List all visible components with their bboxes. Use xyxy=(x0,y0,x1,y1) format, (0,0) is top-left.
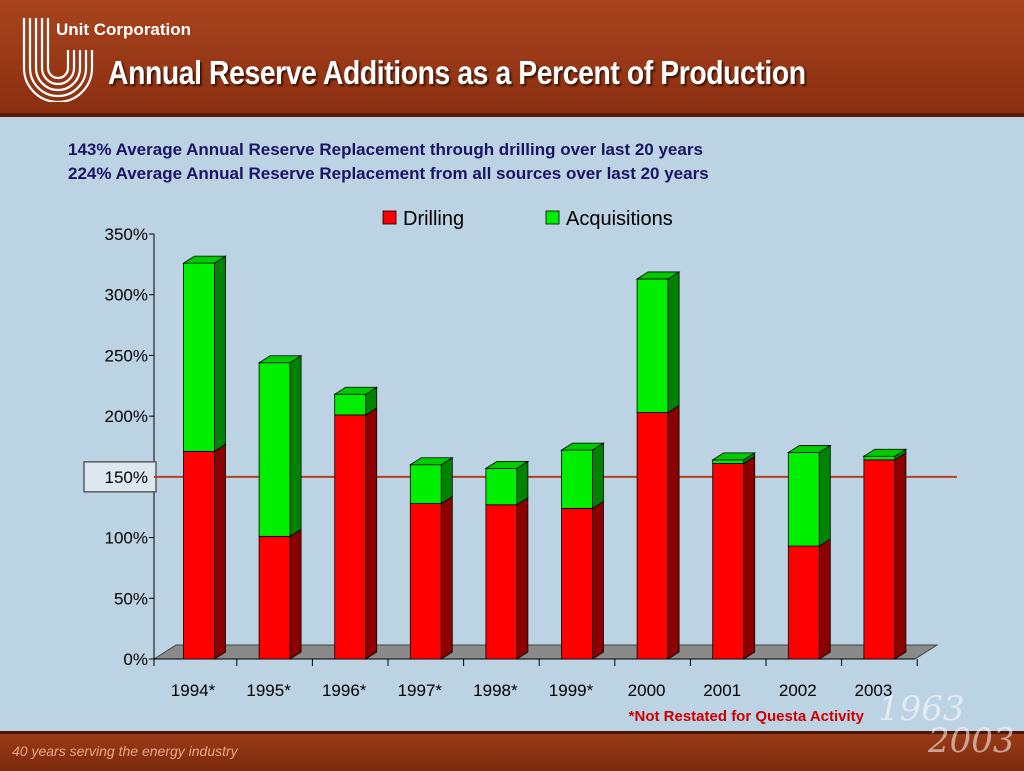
bar-group xyxy=(560,442,605,660)
bar-acquisitions-front xyxy=(863,455,896,461)
bar-drilling-front xyxy=(787,545,820,660)
bar-top-cap xyxy=(862,448,908,457)
bar-group xyxy=(333,386,379,660)
bar-drilling-side xyxy=(592,500,604,660)
bar-acquisitions-front xyxy=(409,464,442,504)
subtitle-line: 143% Average Annual Reserve Replacement … xyxy=(68,140,703,159)
bar-drilling-front xyxy=(485,504,518,660)
bar-drilling-side xyxy=(440,495,453,660)
x-tick-label: 1994* xyxy=(171,681,216,700)
y-tick-label: 150% xyxy=(105,468,148,487)
bar-acquisitions-side xyxy=(214,255,226,453)
x-tick-label: 1999* xyxy=(549,681,594,700)
bar-acquisitions-side xyxy=(289,354,302,538)
y-tick-label: 0% xyxy=(123,650,148,669)
bar-drilling-front xyxy=(636,412,669,660)
highlighted-tick-box xyxy=(83,461,157,493)
header-bar: Unit Corporation Annual Reserve Addition… xyxy=(0,0,1024,117)
bar-drilling-front xyxy=(334,414,367,660)
bar-acquisitions-front xyxy=(636,278,669,413)
chart-footnote: *Not Restated for Questa Activity xyxy=(629,708,865,725)
bar-acquisitions-front xyxy=(787,452,820,547)
subtitle-line: 224% Average Annual Reserve Replacement … xyxy=(68,164,709,183)
bar-acquisitions-front xyxy=(712,459,745,464)
header-divider xyxy=(0,113,1024,117)
legend-swatch-acquisitions xyxy=(545,210,560,225)
bar-acquisitions-front xyxy=(485,467,518,506)
bar-drilling-side xyxy=(818,538,831,660)
bar-acquisitions-front xyxy=(334,393,367,416)
page-title: Annual Reserve Additions as a Percent of… xyxy=(108,54,806,91)
x-tick-label: 2001 xyxy=(703,681,741,700)
bar-drilling-side xyxy=(743,455,756,660)
bar-group xyxy=(635,271,681,660)
bar-drilling-front xyxy=(863,459,896,660)
y-tick-label: 100% xyxy=(105,529,148,548)
x-tick-label: 1996* xyxy=(322,681,367,700)
bar-drilling-front xyxy=(409,503,442,660)
bar-drilling-front xyxy=(258,535,291,660)
bar-drilling-side xyxy=(894,452,907,660)
bar-group xyxy=(786,444,832,660)
bar-acquisitions-side xyxy=(516,460,529,506)
bar-drilling-side xyxy=(365,407,378,660)
bar-drilling-front xyxy=(561,508,593,660)
bar-drilling-front xyxy=(183,450,215,660)
x-tick-label: 2000 xyxy=(628,681,666,700)
bar-group xyxy=(408,456,454,660)
bar-group xyxy=(711,452,757,660)
bar-acquisitions-front xyxy=(561,449,593,509)
subtitle-block: 143% Average Annual Reserve Replacement … xyxy=(68,138,709,186)
bar-top-cap xyxy=(635,271,681,280)
bar-top-cap xyxy=(408,457,454,466)
stacked-bar-chart: 0% 50% 100% 150% 200% 250% 300% 350% 1994* 1995* 1… xyxy=(83,208,957,725)
bar-acquisitions-front xyxy=(183,262,215,452)
watermark-year-start: 1963 xyxy=(878,689,965,729)
bar-acquisitions-side xyxy=(440,456,453,505)
y-tick-label: 250% xyxy=(105,346,148,365)
anniversary-watermark: 1963 2003 xyxy=(870,692,1020,768)
bar-group xyxy=(862,448,908,660)
bar-drilling-front xyxy=(712,463,745,660)
x-tick-label: 2002 xyxy=(779,681,817,700)
bar-drilling-side xyxy=(667,404,680,660)
x-tick-label: 1998* xyxy=(473,681,518,700)
bar-drilling-side xyxy=(214,443,226,660)
footer-bar: 40 years serving the energy industry xyxy=(0,731,1024,771)
unit-logo-icon xyxy=(22,18,94,102)
legend-label-drilling: Drilling xyxy=(403,208,464,230)
bar-acquisitions-side xyxy=(592,442,604,510)
company-name: Unit Corporation xyxy=(56,20,192,39)
bar-group xyxy=(257,354,303,660)
y-tick-label: 300% xyxy=(105,286,148,305)
y-tick-label: 50% xyxy=(114,589,148,608)
bar-top-cap xyxy=(484,460,530,469)
watermark-year-end: 2003 xyxy=(928,721,1015,761)
bar-drilling-side xyxy=(516,497,529,660)
bar-acquisitions-side xyxy=(667,271,680,414)
bar-top-cap xyxy=(711,452,757,461)
x-tick-label: 2003 xyxy=(854,681,892,700)
x-tick-label: 1995* xyxy=(246,681,291,700)
footer-tagline: 40 years serving the energy industry xyxy=(12,743,238,759)
bar-acquisitions-side xyxy=(818,444,831,547)
bar-top-cap xyxy=(333,386,379,395)
y-tick-label: 200% xyxy=(105,407,148,426)
bar-drilling-side xyxy=(289,528,302,660)
x-tick-label: 1997* xyxy=(398,681,443,700)
legend-swatch-drilling xyxy=(382,210,397,225)
bar-group xyxy=(182,255,227,660)
bar-top-cap xyxy=(786,445,832,453)
y-tick-label: 350% xyxy=(105,225,148,244)
bar-top-cap xyxy=(257,355,303,364)
bar-acquisitions-front xyxy=(258,362,291,537)
legend-label-acquisitions: Acquisitions xyxy=(566,208,673,230)
bar-top-cap xyxy=(182,255,227,264)
bar-top-cap xyxy=(560,442,605,451)
bar-group xyxy=(484,460,530,660)
